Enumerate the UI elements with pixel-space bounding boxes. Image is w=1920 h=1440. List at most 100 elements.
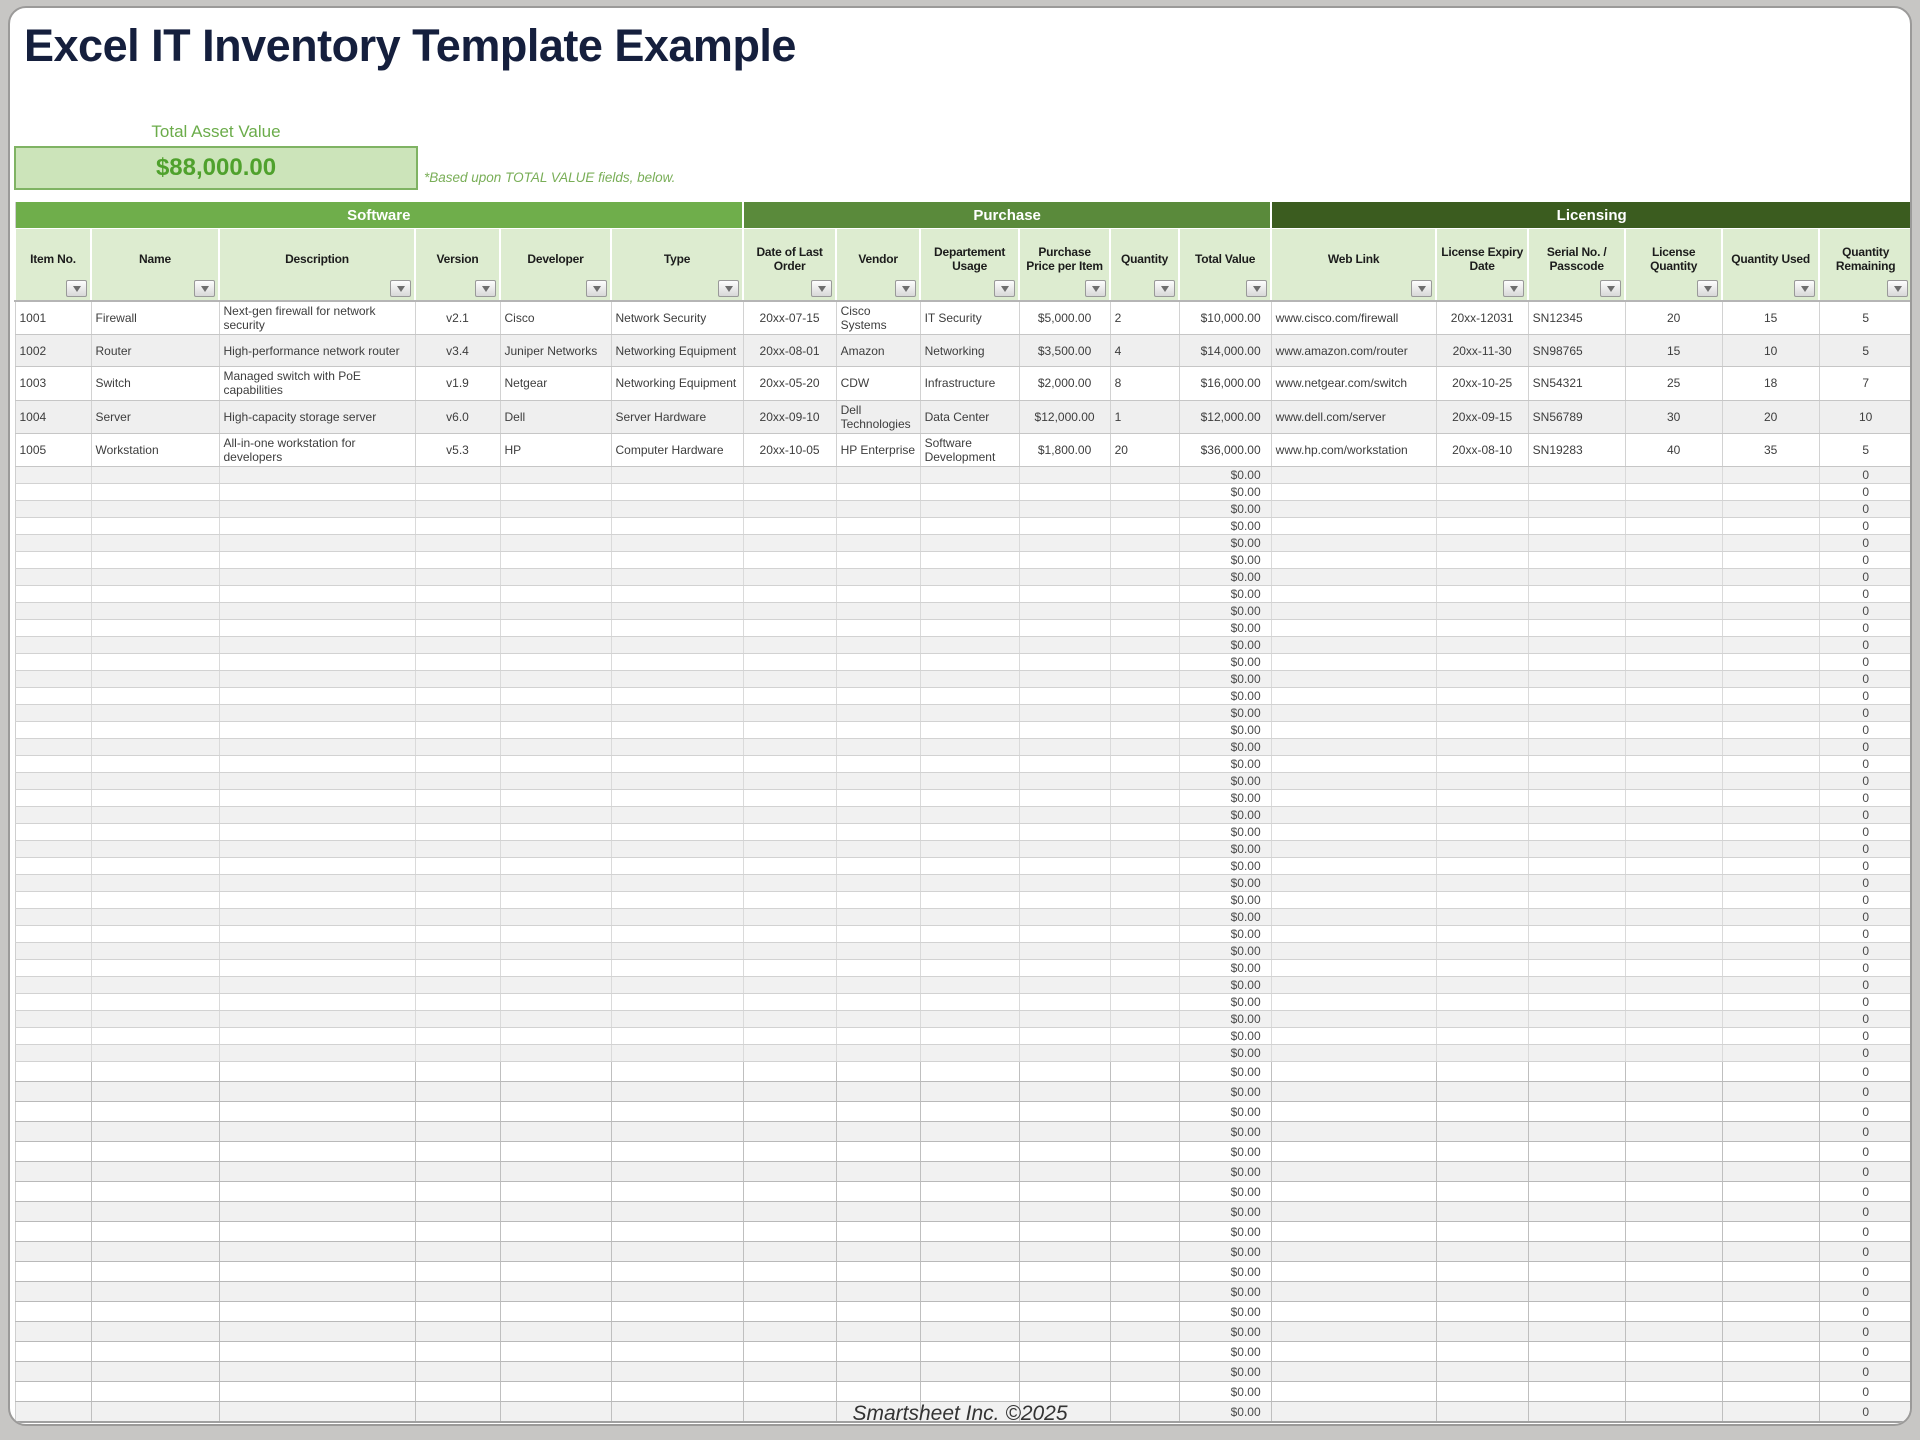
cell-developer[interactable] bbox=[500, 857, 612, 876]
cell-version[interactable] bbox=[415, 976, 501, 995]
cell-total-value[interactable]: $0.00 bbox=[1179, 1381, 1272, 1403]
cell-developer[interactable] bbox=[500, 874, 612, 893]
cell-license-quantity[interactable] bbox=[1625, 959, 1723, 978]
cell-version[interactable] bbox=[415, 551, 501, 570]
cell-license-quantity[interactable] bbox=[1625, 1121, 1723, 1143]
cell-type[interactable] bbox=[611, 466, 744, 485]
cell-description[interactable] bbox=[219, 500, 416, 519]
cell-web-link[interactable] bbox=[1271, 1321, 1437, 1343]
cell-total-value[interactable]: $0.00 bbox=[1179, 1061, 1272, 1083]
cell-license-quantity[interactable] bbox=[1625, 551, 1723, 570]
cell-item-no[interactable] bbox=[15, 1321, 92, 1343]
cell-type[interactable] bbox=[611, 942, 744, 961]
cell-license-expiry-date[interactable] bbox=[1436, 1101, 1529, 1123]
cell-vendor[interactable] bbox=[836, 721, 921, 740]
cell-date-of-last-order[interactable]: 20xx-07-15 bbox=[743, 301, 837, 336]
cell-vendor[interactable] bbox=[836, 1061, 921, 1083]
cell-quantity-remaining[interactable]: 0 bbox=[1819, 976, 1910, 995]
cell-quantity-remaining[interactable]: 0 bbox=[1819, 1301, 1910, 1323]
cell-date-of-last-order[interactable] bbox=[743, 1301, 837, 1323]
cell-license-quantity[interactable] bbox=[1625, 534, 1723, 553]
cell-quantity-remaining[interactable]: 0 bbox=[1819, 1361, 1910, 1383]
cell-quantity-used[interactable] bbox=[1722, 857, 1820, 876]
cell-quantity-used[interactable] bbox=[1722, 1341, 1820, 1363]
cell-date-of-last-order[interactable] bbox=[743, 993, 837, 1012]
cell-date-of-last-order[interactable]: 20xx-05-20 bbox=[743, 366, 837, 401]
cell-purchase-price-per-item[interactable] bbox=[1019, 942, 1111, 961]
cell-quantity[interactable] bbox=[1110, 1081, 1180, 1103]
cell-type[interactable] bbox=[611, 602, 744, 621]
cell-serial-no-passcode[interactable] bbox=[1528, 1401, 1626, 1423]
cell-description[interactable] bbox=[219, 1010, 416, 1029]
cell-quantity-used[interactable] bbox=[1722, 653, 1820, 672]
cell-description[interactable] bbox=[219, 1061, 416, 1083]
cell-version[interactable] bbox=[415, 1027, 501, 1046]
cell-version[interactable] bbox=[415, 772, 501, 791]
cell-version[interactable] bbox=[415, 602, 501, 621]
cell-license-quantity[interactable] bbox=[1625, 1010, 1723, 1029]
cell-vendor[interactable] bbox=[836, 1341, 921, 1363]
cell-vendor[interactable] bbox=[836, 1361, 921, 1383]
cell-date-of-last-order[interactable] bbox=[743, 789, 837, 808]
cell-quantity[interactable] bbox=[1110, 755, 1180, 774]
cell-item-no[interactable]: 1004 bbox=[15, 400, 92, 434]
cell-web-link[interactable] bbox=[1271, 1061, 1437, 1083]
cell-license-expiry-date[interactable]: 20xx-12031 bbox=[1436, 301, 1529, 336]
cell-web-link[interactable] bbox=[1271, 857, 1437, 876]
cell-total-value[interactable]: $0.00 bbox=[1179, 636, 1272, 655]
cell-license-quantity[interactable] bbox=[1625, 942, 1723, 961]
cell-departement-usage[interactable] bbox=[920, 483, 1020, 502]
cell-type[interactable] bbox=[611, 1361, 744, 1383]
cell-developer[interactable]: Dell bbox=[500, 400, 612, 434]
cell-developer[interactable] bbox=[500, 942, 612, 961]
cell-departement-usage[interactable] bbox=[920, 840, 1020, 859]
cell-item-no[interactable] bbox=[15, 466, 92, 485]
cell-description[interactable] bbox=[219, 1181, 416, 1203]
cell-version[interactable] bbox=[415, 1141, 501, 1163]
cell-vendor[interactable] bbox=[836, 1081, 921, 1103]
cell-quantity-remaining[interactable]: 0 bbox=[1819, 942, 1910, 961]
cell-total-value[interactable]: $14,000.00 bbox=[1179, 334, 1272, 368]
cell-quantity[interactable] bbox=[1110, 1361, 1180, 1383]
cell-license-quantity[interactable] bbox=[1625, 1301, 1723, 1323]
cell-name[interactable] bbox=[91, 1181, 220, 1203]
cell-departement-usage[interactable]: IT Security bbox=[920, 301, 1020, 336]
cell-total-value[interactable]: $0.00 bbox=[1179, 466, 1272, 485]
cell-quantity-used[interactable] bbox=[1722, 1301, 1820, 1323]
cell-item-no[interactable] bbox=[15, 823, 92, 842]
cell-purchase-price-per-item[interactable] bbox=[1019, 1321, 1111, 1343]
cell-license-expiry-date[interactable] bbox=[1436, 738, 1529, 757]
cell-serial-no-passcode[interactable] bbox=[1528, 1301, 1626, 1323]
cell-name[interactable] bbox=[91, 1121, 220, 1143]
cell-purchase-price-per-item[interactable] bbox=[1019, 789, 1111, 808]
cell-total-value[interactable]: $0.00 bbox=[1179, 1401, 1272, 1423]
cell-description[interactable]: Managed switch with PoE capabilities bbox=[219, 366, 416, 401]
cell-description[interactable] bbox=[219, 908, 416, 927]
cell-license-expiry-date[interactable] bbox=[1436, 1061, 1529, 1083]
cell-version[interactable] bbox=[415, 670, 501, 689]
cell-departement-usage[interactable] bbox=[920, 1321, 1020, 1343]
cell-departement-usage[interactable] bbox=[920, 993, 1020, 1012]
cell-version[interactable] bbox=[415, 483, 501, 502]
cell-license-expiry-date[interactable] bbox=[1436, 891, 1529, 910]
cell-license-quantity[interactable] bbox=[1625, 1341, 1723, 1363]
cell-license-quantity[interactable] bbox=[1625, 721, 1723, 740]
cell-date-of-last-order[interactable] bbox=[743, 806, 837, 825]
cell-total-value[interactable]: $0.00 bbox=[1179, 1241, 1272, 1263]
cell-quantity-used[interactable] bbox=[1722, 891, 1820, 910]
cell-name[interactable]: Firewall bbox=[91, 301, 220, 336]
cell-vendor[interactable] bbox=[836, 806, 921, 825]
cell-item-no[interactable] bbox=[15, 891, 92, 910]
cell-total-value[interactable]: $0.00 bbox=[1179, 789, 1272, 808]
cell-quantity-remaining[interactable]: 0 bbox=[1819, 670, 1910, 689]
cell-name[interactable] bbox=[91, 704, 220, 723]
cell-type[interactable] bbox=[611, 1141, 744, 1163]
cell-license-expiry-date[interactable] bbox=[1436, 1341, 1529, 1363]
cell-vendor[interactable] bbox=[836, 959, 921, 978]
cell-quantity-used[interactable] bbox=[1722, 925, 1820, 944]
cell-vendor[interactable]: CDW bbox=[836, 366, 921, 401]
cell-quantity[interactable] bbox=[1110, 1181, 1180, 1203]
cell-web-link[interactable] bbox=[1271, 619, 1437, 638]
cell-license-quantity[interactable]: 25 bbox=[1625, 366, 1723, 401]
cell-name[interactable]: Router bbox=[91, 334, 220, 368]
